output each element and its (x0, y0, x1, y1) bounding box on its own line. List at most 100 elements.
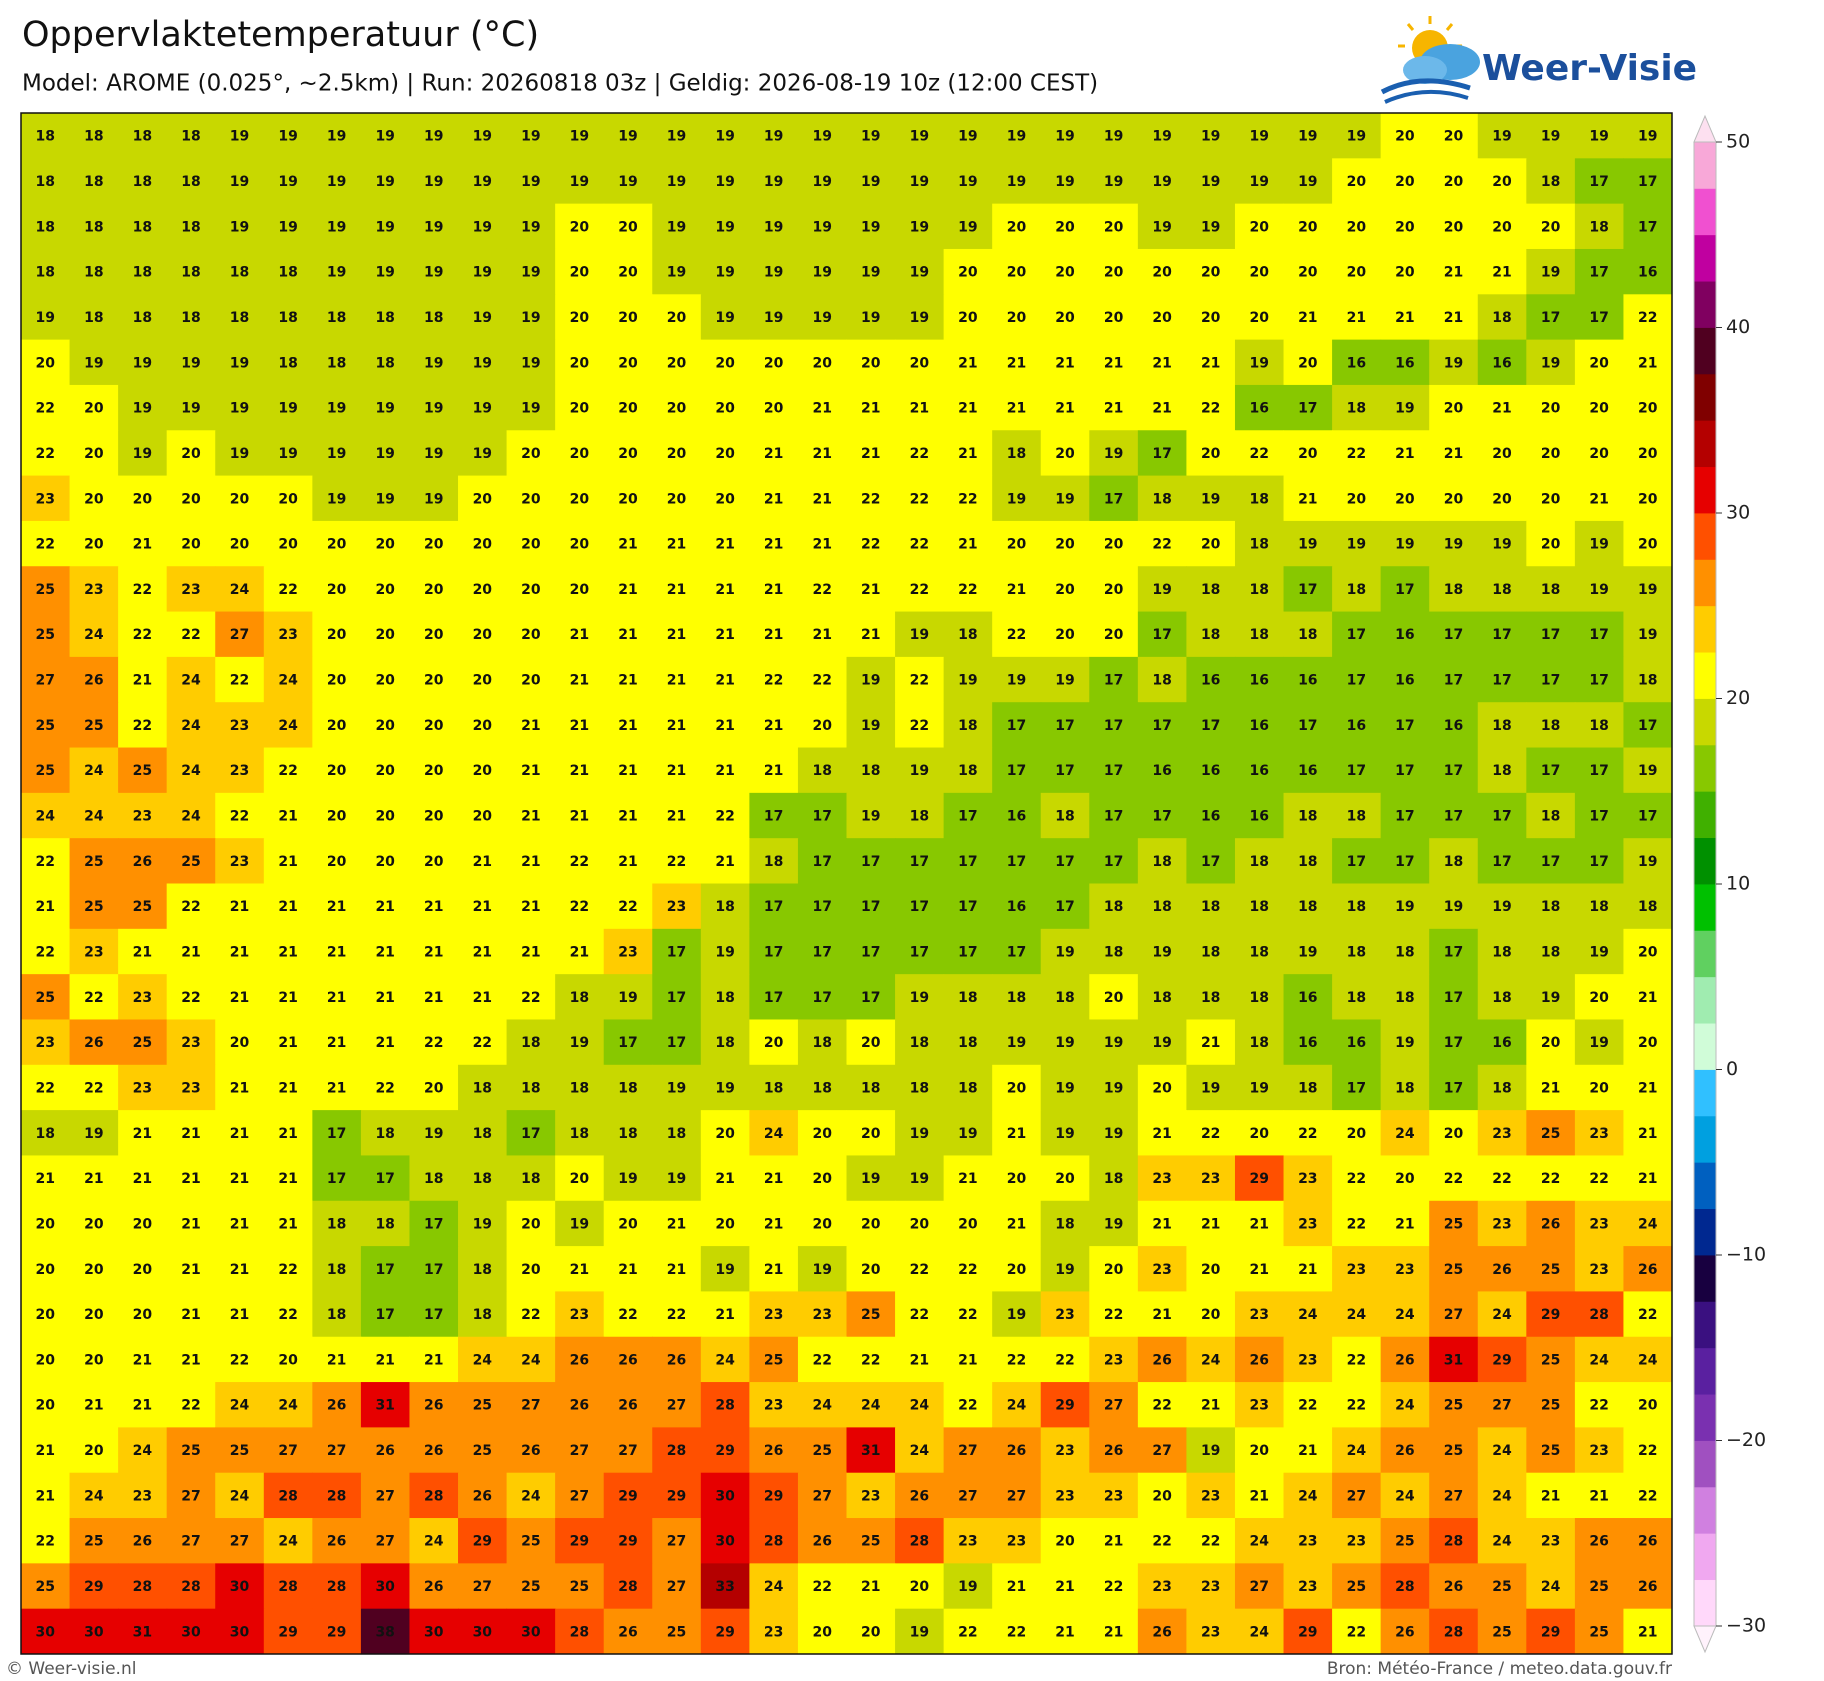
temperature-cell (1040, 1472, 1090, 1519)
temperature-label: 20 (36, 1262, 56, 1278)
temperature-cell (749, 1246, 799, 1292)
temperature-cell (1089, 520, 1139, 567)
temperature-cell (1332, 430, 1382, 477)
temperature-cell (215, 928, 265, 975)
temperature-cell (1623, 747, 1673, 794)
temperature-cell (652, 113, 702, 159)
temperature-label: 22 (1638, 1488, 1657, 1504)
temperature-cell (1477, 475, 1527, 522)
temperature-cell (1429, 1019, 1479, 1066)
temperature-cell (1234, 1064, 1285, 1111)
temperature-label: 21 (764, 763, 783, 779)
temperature-cell (118, 203, 168, 250)
temperature-cell (846, 566, 896, 613)
temperature-cell (846, 248, 896, 295)
temperature-cell (846, 747, 896, 794)
temperature-label: 21 (812, 537, 831, 553)
temperature-cell (603, 520, 653, 567)
temperature-label: 21 (1152, 1307, 1171, 1323)
temperature-label: 25 (1444, 1398, 1463, 1414)
temperature-cell (1040, 1110, 1090, 1156)
temperature-cell (652, 747, 702, 794)
temperature-cell (215, 702, 265, 749)
temperature-label: 21 (521, 944, 540, 960)
temperature-label: 21 (715, 673, 734, 689)
temperature-cell (603, 1246, 653, 1292)
temperature-cell (312, 1110, 362, 1156)
temperature-cell (603, 566, 653, 613)
temperature-label: 17 (1492, 673, 1511, 689)
temperature-label: 20 (570, 1171, 590, 1187)
temperature-cell (166, 1518, 216, 1564)
temperature-label: 24 (278, 673, 298, 689)
temperature-cell (1186, 294, 1236, 341)
temperature-cell (846, 1427, 896, 1474)
temperature-label: 20 (1007, 537, 1027, 553)
temperature-cell (1526, 883, 1576, 930)
temperature-label: 20 (327, 718, 347, 734)
temperature-label: 27 (618, 1443, 637, 1459)
temperature-label: 23 (1201, 1488, 1220, 1504)
temperature-cell (69, 656, 119, 703)
temperature-label: 18 (84, 129, 103, 145)
temperature-label: 25 (230, 1443, 249, 1459)
temperature-label: 20 (1347, 174, 1367, 190)
temperature-cell (69, 248, 119, 295)
temperature-cell (1477, 1472, 1527, 1519)
temperature-label: 24 (521, 1488, 541, 1504)
temperature-cell (1283, 1472, 1333, 1519)
colorbar-segment (1694, 1162, 1716, 1210)
temperature-cell (797, 747, 847, 794)
temperature-label: 21 (230, 1080, 249, 1096)
temperature-cell (1040, 611, 1090, 658)
temperature-cell (312, 520, 362, 567)
temperature-cell (312, 203, 362, 250)
temperature-label: 20 (1104, 990, 1124, 1006)
temperature-cell (118, 1382, 168, 1428)
temperature-label: 20 (521, 582, 541, 598)
temperature-label: 20 (667, 355, 687, 371)
temperature-label: 25 (473, 1443, 492, 1459)
temperature-label: 20 (1444, 401, 1464, 417)
colorbar-tick-label: −10 (1726, 1244, 1766, 1266)
temperature-cell (749, 566, 799, 613)
temperature-cell (166, 838, 216, 884)
temperature-cell (555, 1472, 605, 1519)
temperature-cell (603, 113, 653, 159)
temperature-cell (1429, 1291, 1479, 1338)
temperature-label: 19 (1395, 401, 1414, 417)
temperature-label: 19 (1250, 174, 1269, 190)
temperature-cell (555, 1110, 605, 1156)
temperature-label: 25 (812, 1443, 831, 1459)
temperature-label: 23 (1492, 1216, 1511, 1232)
temperature-cell (1429, 1563, 1479, 1610)
temperature-label: 23 (812, 1307, 831, 1323)
temperature-label: 21 (570, 673, 589, 689)
temperature-label: 19 (473, 1216, 492, 1232)
temperature-cell (215, 520, 265, 567)
temperature-cell (555, 339, 605, 386)
temperature-cell (895, 928, 945, 975)
temperature-cell (21, 838, 71, 884)
temperature-cell (506, 248, 556, 295)
temperature-cell (263, 747, 313, 794)
temperature-label: 17 (1444, 1035, 1463, 1051)
temperature-cell (458, 1427, 508, 1474)
temperature-label: 24 (1395, 1398, 1415, 1414)
temperature-cell (895, 1427, 945, 1474)
temperature-label: 20 (910, 355, 930, 371)
temperature-label: 19 (327, 491, 346, 507)
temperature-label: 19 (473, 265, 492, 281)
temperature-cell (943, 1472, 993, 1519)
temperature-label: 26 (812, 1534, 831, 1550)
temperature-label: 21 (327, 990, 346, 1006)
temperature-label: 19 (1444, 899, 1463, 915)
temperature-label: 18 (1347, 899, 1366, 915)
temperature-cell (1526, 1064, 1576, 1111)
temperature-cell (21, 883, 71, 930)
temperature-cell (652, 1246, 702, 1292)
temperature-label: 20 (812, 355, 832, 371)
temperature-cell (506, 747, 556, 794)
temperature-cell (1040, 339, 1090, 386)
temperature-label: 20 (715, 1216, 735, 1232)
